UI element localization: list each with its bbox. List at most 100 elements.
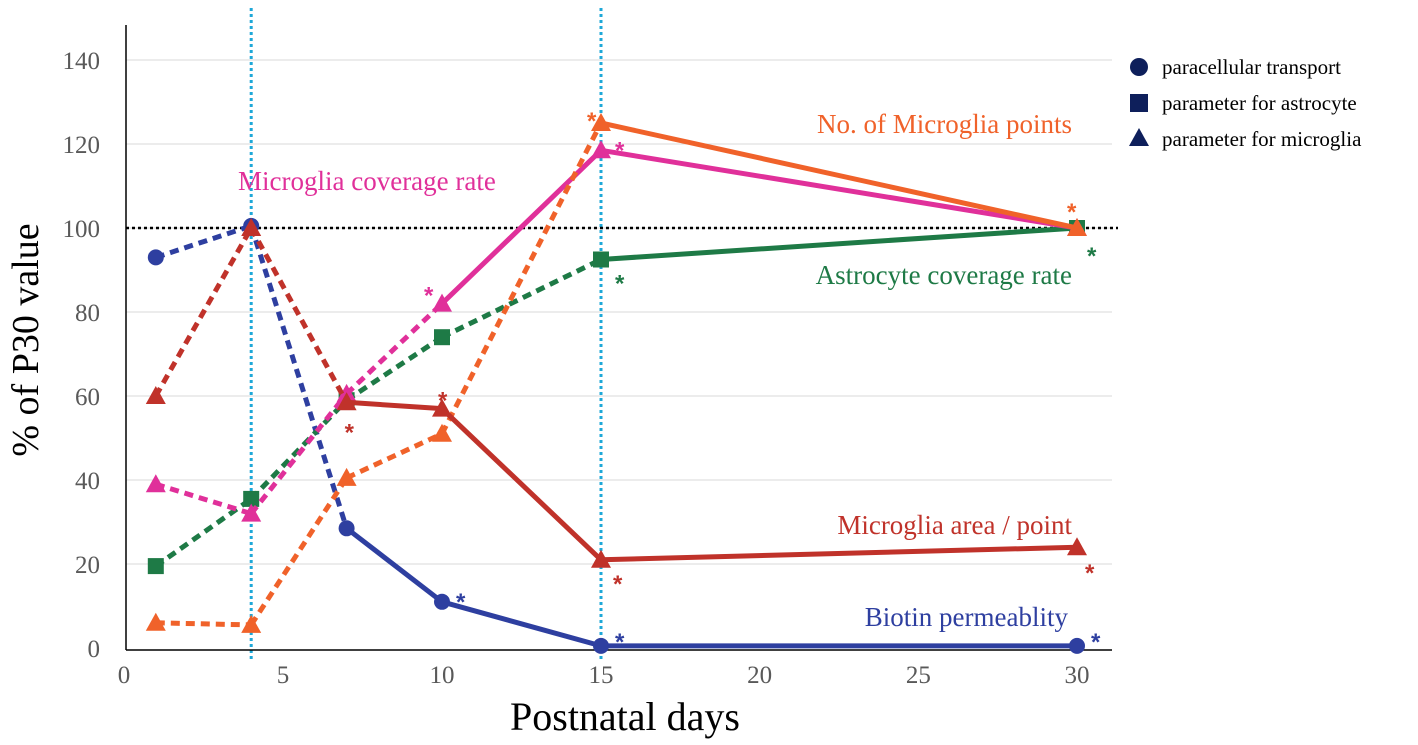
- series-segment: [344, 301, 444, 396]
- series-segment: [249, 398, 349, 501]
- legend-square-marker: [1130, 94, 1148, 112]
- y-tick-label: 20: [75, 552, 100, 579]
- legend-item: parameter for microglia: [1129, 127, 1362, 151]
- legend-circle-marker: [1130, 58, 1148, 76]
- series-segment: [249, 226, 349, 404]
- data-point: [147, 249, 164, 266]
- significance-star: *: [456, 589, 466, 616]
- legend-item: paracellular transport: [1130, 55, 1341, 79]
- x-tick-label: 25: [906, 662, 931, 689]
- axes: [125, 25, 1112, 651]
- x-tick-label: 20: [747, 662, 772, 689]
- data-point: [241, 218, 262, 236]
- data-point: [241, 614, 262, 633]
- data-point: [591, 549, 611, 568]
- data-point: [336, 392, 357, 411]
- data-point: [432, 423, 452, 442]
- data-point: [593, 251, 609, 268]
- legend: paracellular transport parameter for ast…: [1129, 55, 1362, 151]
- data-point: [145, 386, 166, 404]
- series-annotations: No. of Microglia points Microglia covera…: [238, 109, 1072, 632]
- series-segment: [248, 225, 349, 530]
- significance-star: *: [1067, 199, 1077, 226]
- annotation-microglia-area: Microglia area / point: [837, 510, 1072, 540]
- series-segment: [346, 399, 443, 412]
- data-point: [338, 520, 355, 537]
- x-tick-label: 15: [589, 662, 614, 689]
- data-point: [1067, 218, 1087, 236]
- legend-label: parameter for astrocyte: [1162, 91, 1357, 115]
- significance-star: *: [613, 571, 623, 598]
- y-tick-label: 140: [63, 48, 101, 75]
- data-point: [241, 503, 262, 522]
- x-axis-title: Postnatal days: [510, 694, 740, 739]
- x-tick-label: 30: [1065, 662, 1090, 689]
- y-tick-label: 0: [88, 636, 101, 663]
- significance-star: *: [615, 629, 625, 656]
- data-point: [1069, 637, 1085, 654]
- series-segment: [440, 406, 603, 562]
- series-segment: [345, 526, 444, 604]
- data-point: [432, 398, 452, 417]
- y-axis-title: % of P30 value: [5, 223, 47, 456]
- x-tick-label: 5: [277, 662, 290, 689]
- series-segment: [440, 257, 603, 340]
- series-segment: [441, 599, 602, 649]
- significance-star: *: [1091, 629, 1101, 656]
- series-segment: [249, 392, 349, 516]
- series-segment: [153, 226, 254, 398]
- data-point: [145, 474, 166, 493]
- tick-labels: 0 20 40 60 80 100 120 140 0 5 10 15 20 25 30: [63, 48, 1090, 689]
- data-point: [147, 558, 164, 575]
- data-point: [432, 293, 452, 312]
- series-segment: [249, 476, 349, 627]
- legend-label: parameter for microglia: [1162, 127, 1362, 151]
- significance-star: *: [438, 388, 448, 415]
- series-segment: [600, 544, 1078, 563]
- data-point: [591, 113, 611, 131]
- significance-star: *: [1087, 243, 1097, 270]
- series-segment: [600, 147, 1078, 231]
- data-point: [1067, 537, 1087, 556]
- legend-triangle-marker: [1129, 128, 1149, 146]
- significance-star: *: [1085, 560, 1095, 587]
- annotation-astrocyte-coverage: Astrocyte coverage rate: [816, 260, 1072, 290]
- series-segment: [155, 620, 252, 628]
- x-tick-label: 0: [118, 662, 131, 689]
- annotation-microglia-coverage: Microglia coverage rate: [238, 166, 496, 196]
- series-microglia-area-point: [145, 218, 1087, 568]
- significance-star: *: [424, 283, 434, 310]
- y-tick-label: 40: [75, 468, 100, 495]
- annotation-microglia-points: No. of Microglia points: [817, 109, 1072, 139]
- series-no-of-microglia-points: [145, 113, 1087, 633]
- significance-stars: * * * * * * * * * * * * *: [345, 108, 1101, 656]
- data-point: [434, 329, 450, 346]
- series-biotin-permeablity: [147, 217, 1085, 654]
- significance-star: *: [587, 108, 597, 135]
- series-group: [145, 113, 1087, 654]
- series-segment: [600, 120, 1078, 231]
- data-point: [434, 593, 450, 610]
- series-segment: [600, 225, 1078, 262]
- data-point: [591, 140, 611, 159]
- series-segment: [155, 481, 252, 516]
- data-point: [145, 612, 166, 631]
- annotation-biotin: Biotin permeablity: [865, 602, 1069, 632]
- x-tick-label: 10: [430, 662, 455, 689]
- y-tick-label: 80: [75, 300, 100, 327]
- series-segment: [345, 431, 444, 481]
- y-tick-label: 120: [63, 132, 101, 159]
- data-point: [593, 637, 609, 654]
- series-segment: [345, 335, 444, 403]
- series-segment: [439, 121, 604, 435]
- data-point: [336, 467, 357, 486]
- series-segment: [155, 223, 252, 260]
- series-segment: [154, 496, 253, 569]
- legend-item: parameter for astrocyte: [1130, 91, 1357, 115]
- y-tick-label: 60: [75, 384, 100, 411]
- significance-star: *: [345, 419, 355, 446]
- significance-star: *: [615, 137, 625, 164]
- y-tick-label: 100: [63, 216, 101, 243]
- legend-label: paracellular transport: [1162, 55, 1341, 79]
